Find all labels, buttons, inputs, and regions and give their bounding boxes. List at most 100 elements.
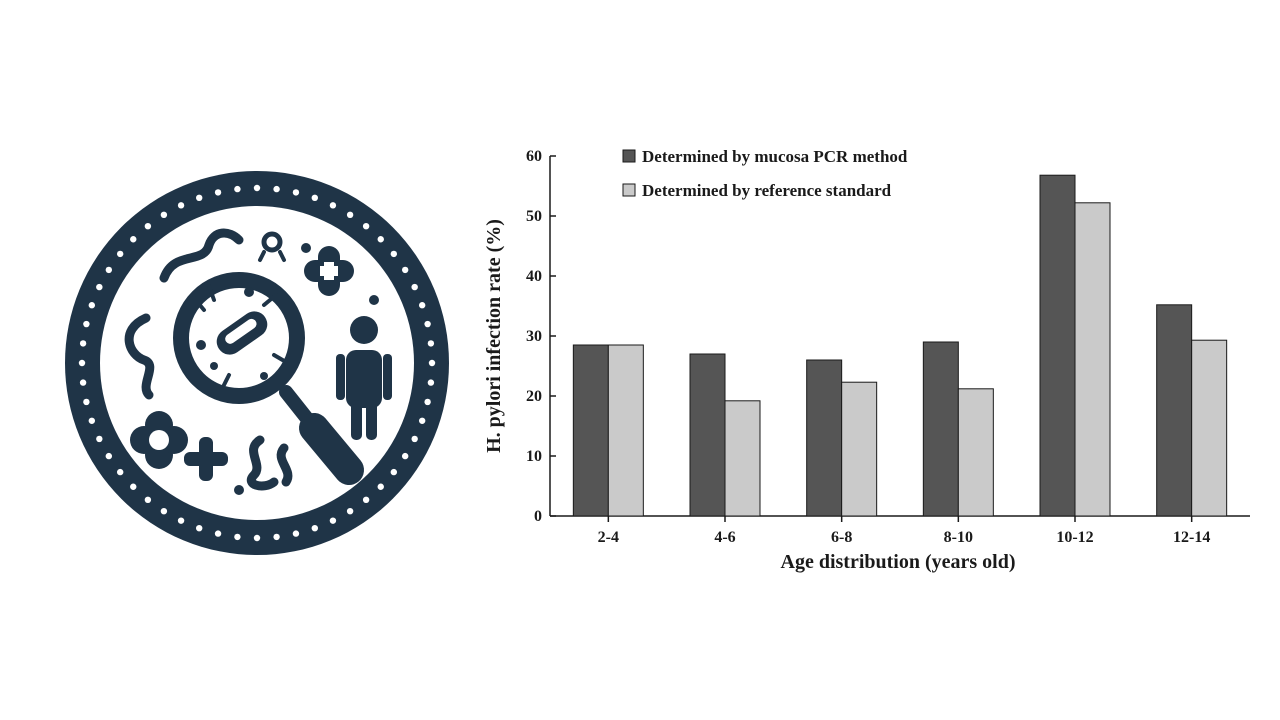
y-tick-label: 20 [526,388,542,405]
ring-dot [292,530,300,537]
ring-dot [418,302,426,309]
bar-chart: 0 10 20 30 40 50 60 2-4 4-6 6-8 8-10 10-12 12-14 De… [483,147,1250,573]
ring-dot [79,379,87,386]
ring-dot [427,379,435,386]
microbe-small-icon [261,231,283,253]
ring-dot [196,524,203,532]
ring-dot [329,517,337,524]
microbe-magnifier-badge-icon [65,171,449,555]
x-tick-label: 6-8 [831,529,852,546]
x-axis-label: Age distribution (years old) [781,551,1016,573]
ring-dot [390,468,398,476]
ring-dot [78,359,86,367]
ring-dot [377,236,384,243]
ring-dot [253,534,261,542]
ring-dot [428,359,436,367]
y-tick-label: 10 [526,448,542,465]
x-tick-label: 4-6 [714,529,735,546]
bar-pcr [1039,174,1076,517]
x-tick-label: 2-4 [598,529,619,546]
y-tick-label: 50 [526,208,542,225]
medical-cross-icon [304,246,354,296]
ring-dot [214,189,222,196]
ring-dot [105,452,113,460]
logo [65,171,449,555]
ring-dot [273,185,280,193]
person-icon [336,316,392,440]
ring-dot [401,452,409,460]
ring-dot [160,211,168,219]
y-tick-label: 30 [526,328,542,345]
legend-label: Determined by reference standard [642,181,892,200]
legend-swatch [622,149,636,163]
ring-dot [411,435,418,443]
bar-reference [724,400,761,517]
ring-dot [427,340,435,347]
ring-dot [144,496,152,504]
ring-dot [214,530,222,537]
ring-dot [362,222,370,230]
ring-dot [234,533,241,541]
ring-dot [424,398,431,406]
ring-dot [390,250,398,258]
legend-swatch [622,183,636,197]
dot-ring [78,184,436,542]
virus-flower-icon [130,411,188,469]
y-tick-label: 60 [526,148,542,165]
ring-dot [401,266,409,274]
ring-dot [177,202,185,209]
ring-dot [311,524,318,532]
ring-dot [116,250,124,258]
bar-reference [841,381,878,517]
ring-dot [96,283,103,291]
ring-dot [105,266,113,274]
bar-pcr [689,353,726,517]
y-axis-label: H. pylori infection rate (%) [483,219,505,453]
ring-dot [130,236,137,243]
bacteria-squiggle-icon [276,443,293,487]
ring-dot [362,496,370,504]
ring-dot [88,417,96,424]
y-tick-label: 0 [534,508,542,525]
x-tick-label: 8-10 [944,529,973,546]
ring-dot [144,222,152,230]
ring-dot [196,194,203,202]
chart-bars [572,174,1228,517]
legend-label: Determined by mucosa PCR method [642,147,908,166]
ring-dot [377,483,384,490]
ring-dot [311,194,318,202]
ring-dot [160,507,168,515]
bar-reference [1074,202,1111,517]
bacteria-squiggle-icon [247,435,279,491]
chart-legend: Determined by mucosa PCR method Determine… [622,147,908,200]
bar-pcr [922,341,959,517]
ring-dot [116,468,124,476]
bacteria-squiggle-icon [159,228,244,283]
ring-dot [411,283,418,291]
bar-pcr [572,344,609,517]
ring-dot [346,211,354,219]
ring-dot [424,320,431,328]
ring-dot [346,507,354,515]
ring-dot [418,417,426,424]
ring-dot [329,202,337,209]
bar-reference [1191,339,1228,517]
ring-dot [253,184,261,192]
y-tick-labels: 0 10 20 30 40 50 60 [526,148,542,525]
x-tick-labels: 2-4 4-6 6-8 8-10 10-12 12-14 [598,529,1211,546]
ring-dot [234,185,241,193]
x-tick-label: 12-14 [1173,529,1210,546]
bar-pcr [1156,304,1193,517]
bar-reference [957,388,994,517]
ring-dot [292,189,300,196]
ring-dot [88,302,96,309]
chart-axes [549,155,1250,522]
ring-dot [177,517,185,524]
x-tick-label: 10-12 [1056,529,1093,546]
ring-dot [273,533,280,541]
ring-dot [83,398,90,406]
plus-icon [184,437,228,481]
bacteria-squiggle-icon [124,313,155,400]
bar-pcr [806,359,843,517]
bar-reference [607,344,644,517]
